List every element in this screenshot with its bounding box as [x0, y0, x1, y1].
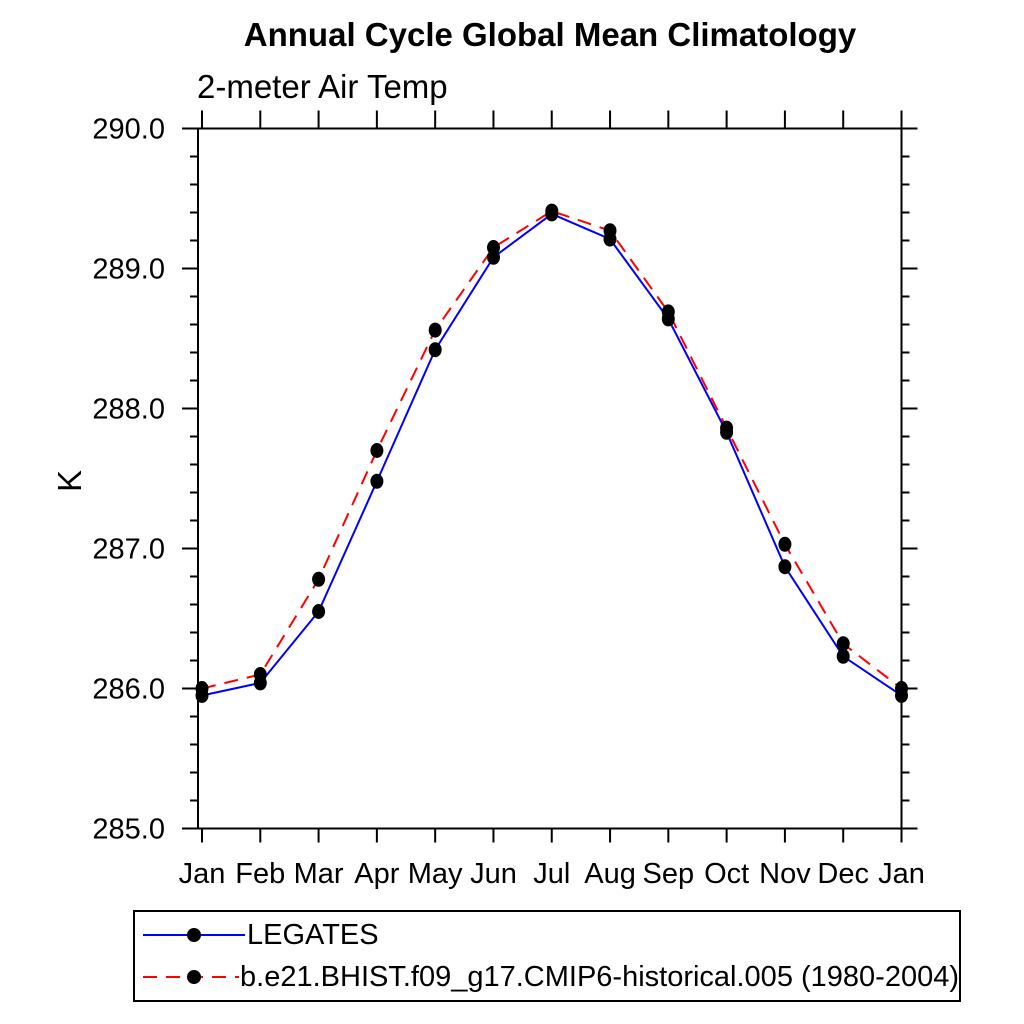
x-tick-label: Aug [584, 858, 636, 890]
series-line-1 [201, 210, 903, 690]
data-point-marker [661, 304, 675, 320]
x-tick-label: Mar [294, 858, 344, 890]
data-point-marker [370, 443, 384, 458]
data-point-marker [428, 342, 442, 358]
y-tick-label: 288.0 [92, 394, 165, 426]
y-tick-label: 287.0 [92, 534, 165, 566]
legates-line-marker-icon [143, 928, 245, 942]
data-point-marker [545, 203, 559, 219]
data-point-marker [895, 681, 908, 696]
data-point-marker [312, 571, 326, 587]
x-tick-label: Oct [704, 858, 749, 890]
y-tick-label: 285.0 [92, 814, 165, 846]
series-line-0 [201, 212, 903, 697]
x-tick-label: Apr [354, 858, 399, 890]
x-tick-label: Jan [179, 858, 226, 890]
data-point-marker [836, 648, 850, 664]
data-point-marker [778, 536, 792, 552]
x-tick-label: Jul [533, 858, 570, 890]
data-point-marker [253, 667, 267, 682]
x-tick-label: Nov [759, 858, 811, 890]
data-point-marker [836, 636, 850, 652]
chart-subtitle: 2-meter Air Temp [197, 68, 448, 105]
data-point-marker [370, 473, 384, 489]
data-point-marker [603, 223, 617, 239]
legend: LEGATES b.e21.BHIST.f09_g17.CMIP6-histor… [133, 910, 961, 1002]
x-tick-label: Sep [643, 858, 695, 890]
legend-item-model: b.e21.BHIST.f09_g17.CMIP6-historical.005… [135, 957, 959, 997]
x-tick-label: Jun [470, 858, 517, 890]
plot-box [197, 127, 903, 830]
x-tick-label: Jan [878, 858, 925, 890]
x-tick-label: Feb [235, 858, 285, 890]
y-tick-label: 290.0 [92, 114, 165, 146]
y-tick-label: 289.0 [92, 254, 165, 286]
legend-label-legates: LEGATES [247, 918, 379, 951]
legend-item-legates: LEGATES [135, 915, 959, 955]
chart-title: Annual Cycle Global Mean Climatology [243, 16, 857, 53]
model-dashed-line-marker-icon [143, 970, 240, 984]
data-point-marker [195, 681, 209, 696]
data-point-marker [487, 240, 500, 255]
y-tick-label: 286.0 [92, 674, 165, 706]
data-point-marker [720, 420, 734, 436]
data-point-marker [778, 559, 792, 575]
data-point-marker [428, 322, 442, 338]
x-tick-label: May [408, 858, 463, 890]
x-tick-label: Dec [817, 858, 869, 890]
data-point-marker [312, 604, 326, 619]
legend-label-model: b.e21.BHIST.f09_g17.CMIP6-historical.005… [240, 960, 959, 993]
